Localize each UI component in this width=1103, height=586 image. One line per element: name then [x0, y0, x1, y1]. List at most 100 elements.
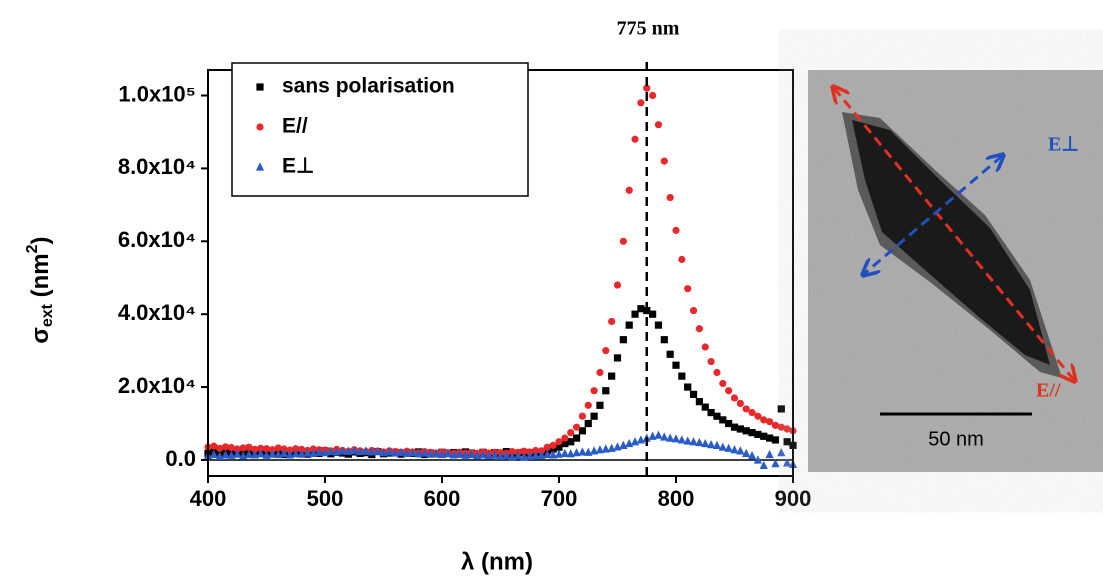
point [631, 310, 639, 318]
point [602, 387, 610, 395]
point [742, 405, 750, 413]
point [279, 448, 289, 458]
point [777, 405, 785, 413]
point [648, 431, 657, 440]
point [262, 450, 271, 459]
point [233, 449, 242, 458]
point [771, 421, 780, 429]
point [473, 450, 482, 460]
point [747, 450, 757, 460]
point [227, 443, 235, 452]
point [719, 416, 727, 424]
point [748, 408, 756, 417]
point [443, 449, 452, 458]
point [262, 445, 271, 453]
point [449, 450, 458, 459]
point [736, 399, 744, 408]
point [783, 425, 791, 433]
legend-marker [256, 83, 264, 91]
x-tick-label: 600 [424, 486, 461, 511]
point [707, 440, 716, 449]
point [239, 444, 247, 452]
point [777, 448, 786, 457]
point [531, 450, 540, 460]
x-tick-label: 700 [541, 486, 578, 511]
point [303, 448, 312, 457]
point [601, 444, 610, 453]
y-tick-label: 1.0x10⁵ [118, 81, 196, 106]
point [567, 429, 575, 437]
point [736, 425, 744, 433]
point [432, 448, 441, 458]
point [256, 449, 265, 458]
point [549, 450, 558, 459]
point [578, 427, 586, 435]
point [602, 347, 610, 355]
point [683, 436, 692, 445]
point [326, 446, 335, 456]
point [631, 135, 639, 143]
point [608, 372, 616, 380]
point [537, 447, 546, 455]
point [754, 430, 762, 439]
point [590, 387, 598, 395]
point [367, 447, 376, 456]
point [671, 434, 681, 443]
point [730, 423, 739, 431]
point [274, 449, 283, 459]
point [537, 450, 546, 460]
point [654, 121, 663, 129]
x-tick-label: 800 [658, 486, 695, 511]
point [672, 226, 680, 234]
par-label: E// [1036, 380, 1061, 402]
point [689, 390, 698, 398]
point [549, 441, 557, 449]
point [619, 336, 627, 344]
point [286, 446, 294, 454]
legend-box [231, 62, 529, 197]
point [695, 398, 703, 406]
point [478, 450, 488, 459]
point [783, 458, 792, 467]
point [760, 416, 768, 424]
point [672, 361, 680, 369]
point [783, 438, 791, 446]
point [637, 99, 645, 107]
point [666, 350, 674, 358]
point [707, 357, 715, 366]
y-tick-label: 2.0x10⁴ [118, 373, 196, 398]
point [608, 317, 616, 326]
point [619, 237, 627, 245]
point [216, 444, 224, 452]
x-axis-label: λ (nm) [461, 548, 533, 575]
point [619, 440, 628, 449]
point [549, 445, 557, 453]
point [221, 450, 230, 459]
y-label-part: (nm [27, 253, 54, 304]
point [420, 448, 429, 457]
y-axis-label: σext (nm2) [24, 236, 56, 343]
micrograph: E⊥ E// 50 nm [808, 70, 1103, 472]
point [771, 436, 780, 444]
point [754, 412, 762, 420]
y-label-part: σ [27, 327, 54, 343]
point [566, 449, 575, 458]
point [245, 443, 253, 451]
point [695, 325, 704, 333]
point [561, 434, 569, 442]
point [742, 427, 750, 435]
point [584, 447, 593, 456]
point [742, 448, 751, 458]
point [555, 443, 563, 451]
point [613, 354, 622, 362]
point [625, 438, 634, 448]
point [654, 430, 663, 439]
point [297, 449, 306, 458]
point [695, 437, 704, 447]
point [496, 451, 505, 460]
point [613, 281, 622, 289]
point [414, 449, 423, 458]
point [332, 447, 341, 456]
point [666, 433, 675, 442]
